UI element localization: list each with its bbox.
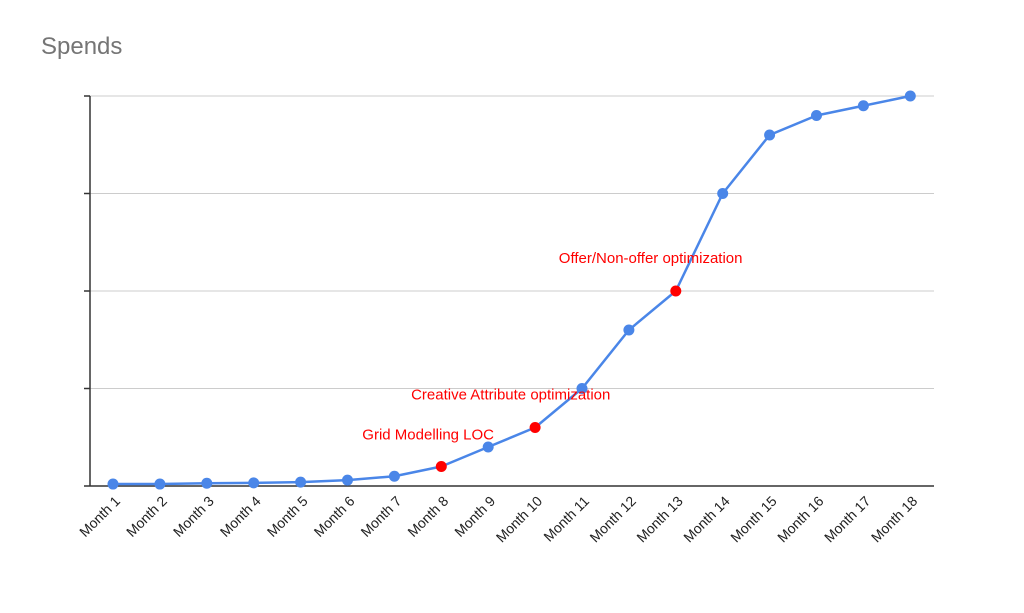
- chart-title: Spends: [41, 33, 123, 60]
- data-point: [717, 188, 729, 199]
- x-tick-label: Month 5: [264, 493, 311, 540]
- x-tick-label: Month 8: [404, 493, 451, 540]
- data-point: [764, 129, 776, 141]
- data-point: [388, 470, 400, 482]
- data-point: [295, 476, 307, 488]
- x-tick-label: Month 18: [868, 493, 921, 546]
- x-tick-label: Month 3: [170, 493, 217, 540]
- x-tick-label: Month 14: [680, 493, 733, 546]
- annotation-label: Grid Modelling LOC: [362, 427, 494, 444]
- x-tick-label: Month 16: [774, 493, 827, 546]
- data-point: [248, 477, 260, 489]
- x-tick-label: Month 12: [586, 493, 639, 546]
- x-tick-label: Month 6: [311, 493, 358, 540]
- data-point: [576, 383, 588, 394]
- x-tick-label: Month 17: [821, 493, 874, 546]
- series-line: [113, 94, 911, 486]
- data-point: [857, 100, 869, 112]
- x-tick-label: Month 9: [451, 493, 498, 540]
- data-point: [811, 110, 822, 121]
- x-tick-labels: Month 1 Month 2 Month 3 Month 4 Month 5 Month…: [76, 493, 921, 546]
- data-point: [154, 478, 166, 490]
- gridlines: [90, 95, 934, 389]
- x-tick-label: Month 13: [633, 493, 686, 546]
- data-point: [904, 90, 916, 102]
- annotation-label: Creative Attribute optimization: [411, 387, 610, 404]
- x-tick-label: Month 15: [727, 493, 780, 546]
- data-point: [482, 441, 494, 453]
- x-tick-label: Month 7: [357, 493, 404, 540]
- axes: [84, 95, 934, 487]
- annotations: Grid Modelling LOC Creative Attribute opt…: [362, 250, 742, 444]
- x-tick-label: Month 10: [493, 493, 546, 546]
- x-tick-label: Month 11: [540, 493, 592, 545]
- highlight-point: [529, 422, 541, 433]
- highlight-point: [435, 461, 447, 472]
- data-points: [107, 90, 916, 490]
- x-tick-label: Month 2: [123, 493, 170, 540]
- x-tick-label: Month 4: [217, 493, 264, 540]
- series-polyline: [113, 94, 911, 486]
- annotation-label: Offer/Non-offer optimization: [559, 250, 743, 267]
- data-point: [623, 324, 635, 336]
- x-tick-label: Month 1: [76, 493, 123, 540]
- data-point: [342, 474, 353, 486]
- data-point: [107, 478, 119, 490]
- highlight-point: [670, 285, 682, 297]
- data-point: [201, 477, 213, 489]
